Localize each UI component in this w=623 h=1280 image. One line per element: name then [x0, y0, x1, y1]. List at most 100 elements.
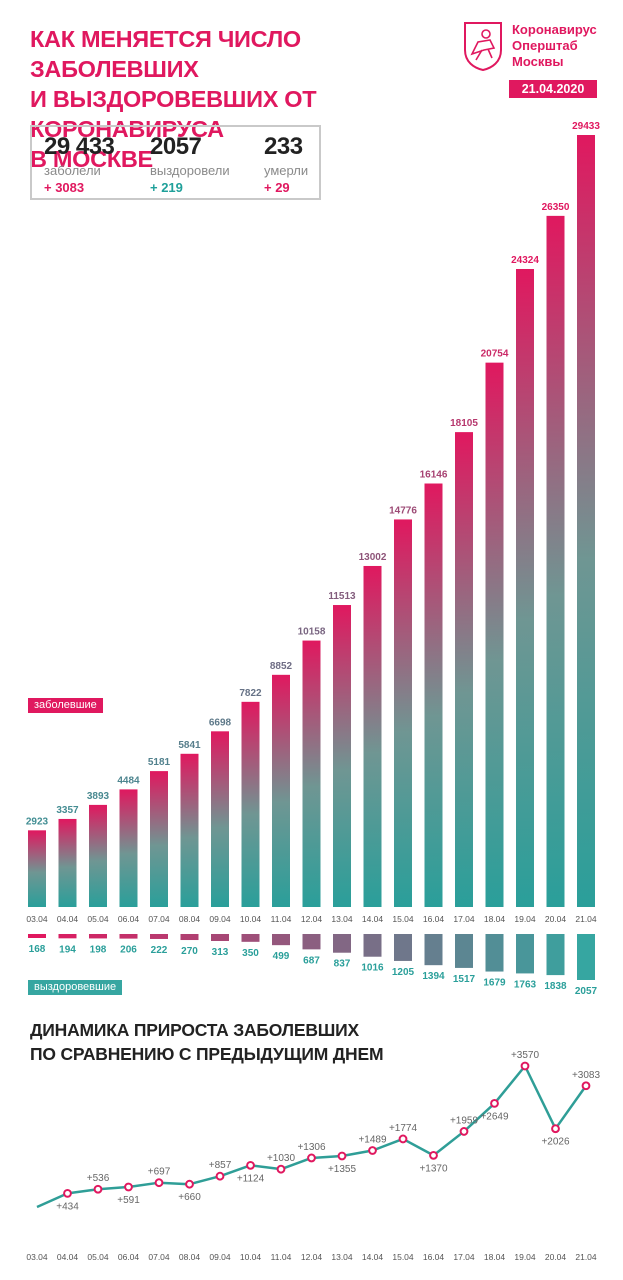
recovered-bar: [241, 934, 260, 942]
infected-value-label: 11513: [328, 591, 356, 602]
growth-value-label: +1370: [419, 1163, 448, 1174]
growth-title-line-1: ДИНАМИКА ПРИРОСТА ЗАБОЛЕВШИХ: [30, 1020, 360, 1040]
recovered-value-label: 1016: [361, 963, 384, 974]
recovered-bar: [302, 934, 321, 950]
growth-point: [307, 1153, 316, 1163]
recovered-bar: [516, 934, 534, 974]
date-tick-label: 11.04: [271, 914, 292, 924]
growth-value-label: +1124: [237, 1173, 265, 1184]
date-tick-label: 17.04: [453, 914, 475, 924]
infected-value-label: 3357: [56, 805, 79, 816]
recovered-bar: [394, 934, 412, 961]
growth-date-label: 20.04: [545, 1252, 567, 1262]
infected-value-label: 13002: [359, 552, 387, 563]
infected-value-label: 2923: [26, 816, 49, 827]
growth-point: [337, 1151, 347, 1161]
date-tick-label: 16.04: [423, 914, 445, 924]
stat-infected-value: 29 433: [44, 133, 115, 160]
growth-value-label: +434: [56, 1201, 79, 1212]
growth-value-label: +697: [148, 1167, 171, 1178]
growth-value-label: +1959: [450, 1115, 479, 1126]
date-badge: 21.04.2020: [509, 80, 597, 98]
stat-infected-label: заболели: [44, 163, 101, 178]
legend-recovered: выздоровевшие: [28, 980, 123, 995]
growth-title-line-2: ПО СРАВНЕНИЮ С ПРЕДЫДУЩИМ ДНЕМ: [30, 1044, 384, 1064]
recovered-bar: [272, 934, 290, 946]
recovered-value-label: 194: [59, 944, 76, 955]
moscow-coat-of-arms-icon: [464, 22, 502, 72]
recovered-bar: [455, 934, 473, 968]
infected-bar: [89, 804, 107, 907]
recovered-value-label: 206: [120, 945, 137, 956]
infected-value-label: 16146: [420, 470, 448, 481]
infected-value-label: 7822: [239, 688, 262, 699]
growth-point: [124, 1182, 133, 1192]
growth-point: [215, 1171, 225, 1181]
infected-value-label: 3893: [87, 791, 110, 802]
growth-line: [36, 1064, 588, 1209]
growth-date-label: 06.04: [118, 1252, 140, 1262]
growth-date-label: 15.04: [392, 1252, 414, 1262]
growth-date-label: 08.04: [179, 1252, 201, 1262]
growth-point: [246, 1160, 255, 1170]
recovered-bar: [180, 934, 199, 941]
recovered-value-label: 168: [29, 944, 46, 955]
date-tick-label: 15.04: [392, 914, 414, 924]
recovered-bar: [58, 934, 77, 939]
date-tick-label: 08.04: [179, 914, 201, 924]
recovered-value-label: 687: [303, 955, 320, 966]
date-tick-label: 18.04: [484, 914, 506, 924]
title-line-1: КАК МЕНЯЕТСЯ ЧИСЛО ЗАБОЛЕВШИХ: [30, 26, 301, 82]
infected-bar: [150, 771, 168, 907]
infected-bar: [180, 753, 199, 907]
infected-bar: [211, 731, 229, 907]
recovered-value-label: 1517: [453, 974, 476, 985]
growth-date-label: 21.04: [575, 1252, 597, 1262]
recovered-bar: [546, 934, 565, 976]
recovered-bar: [119, 934, 138, 939]
growth-point: [459, 1127, 469, 1136]
infected-bar: [241, 701, 260, 907]
recovered-value-label: 499: [273, 951, 290, 962]
infected-bar: [546, 215, 565, 907]
growth-date-label: 17.04: [453, 1252, 475, 1262]
date-tick-label: 14.04: [362, 914, 384, 924]
infected-value-label: 14776: [389, 505, 417, 516]
growth-value-label: +1774: [389, 1123, 418, 1134]
growth-point: [154, 1178, 164, 1188]
infected-value-label: 26350: [542, 202, 570, 213]
date-tick-label: 13.04: [331, 914, 353, 924]
infected-value-label: 4484: [117, 775, 140, 786]
date-tick-label: 09.04: [209, 914, 231, 924]
title-line-3: В МОСКВЕ: [30, 146, 153, 172]
growth-date-label: 13.04: [331, 1252, 353, 1262]
date-tick-label: 04.04: [57, 914, 79, 924]
growth-value-label: +591: [117, 1195, 140, 1206]
infected-value-label: 5841: [178, 740, 201, 751]
growth-date-label: 04.04: [57, 1252, 79, 1262]
growth-point: [368, 1146, 377, 1155]
recovered-bar: [89, 934, 107, 939]
growth-date-label: 14.04: [362, 1252, 384, 1262]
growth-point: [276, 1164, 286, 1174]
recovered-value-label: 222: [151, 945, 168, 956]
growth-value-label: +1306: [297, 1142, 326, 1153]
growth-date-label: 09.04: [209, 1252, 231, 1262]
growth-chart-title: ДИНАМИКА ПРИРОСТА ЗАБОЛЕВШИХ ПО СРАВНЕНИ…: [30, 1018, 450, 1066]
growth-date-label: 11.04: [271, 1252, 292, 1262]
growth-date-label: 12.04: [301, 1252, 323, 1262]
infected-bar: [577, 135, 595, 907]
infected-bar: [28, 830, 46, 907]
infected-value-label: 24324: [511, 255, 539, 266]
infected-bar: [58, 818, 77, 907]
recovered-value-label: 2057: [575, 986, 598, 997]
date-tick-label: 12.04: [301, 914, 323, 924]
infected-bar: [394, 519, 412, 907]
growth-value-label: +857: [209, 1160, 232, 1171]
recovered-bar: [150, 934, 168, 939]
date-tick-label: 05.04: [87, 914, 109, 924]
stat-deaths-label: умерли: [264, 163, 309, 178]
date-tick-label: 10.04: [240, 914, 262, 924]
recovered-value-label: 270: [181, 946, 198, 957]
